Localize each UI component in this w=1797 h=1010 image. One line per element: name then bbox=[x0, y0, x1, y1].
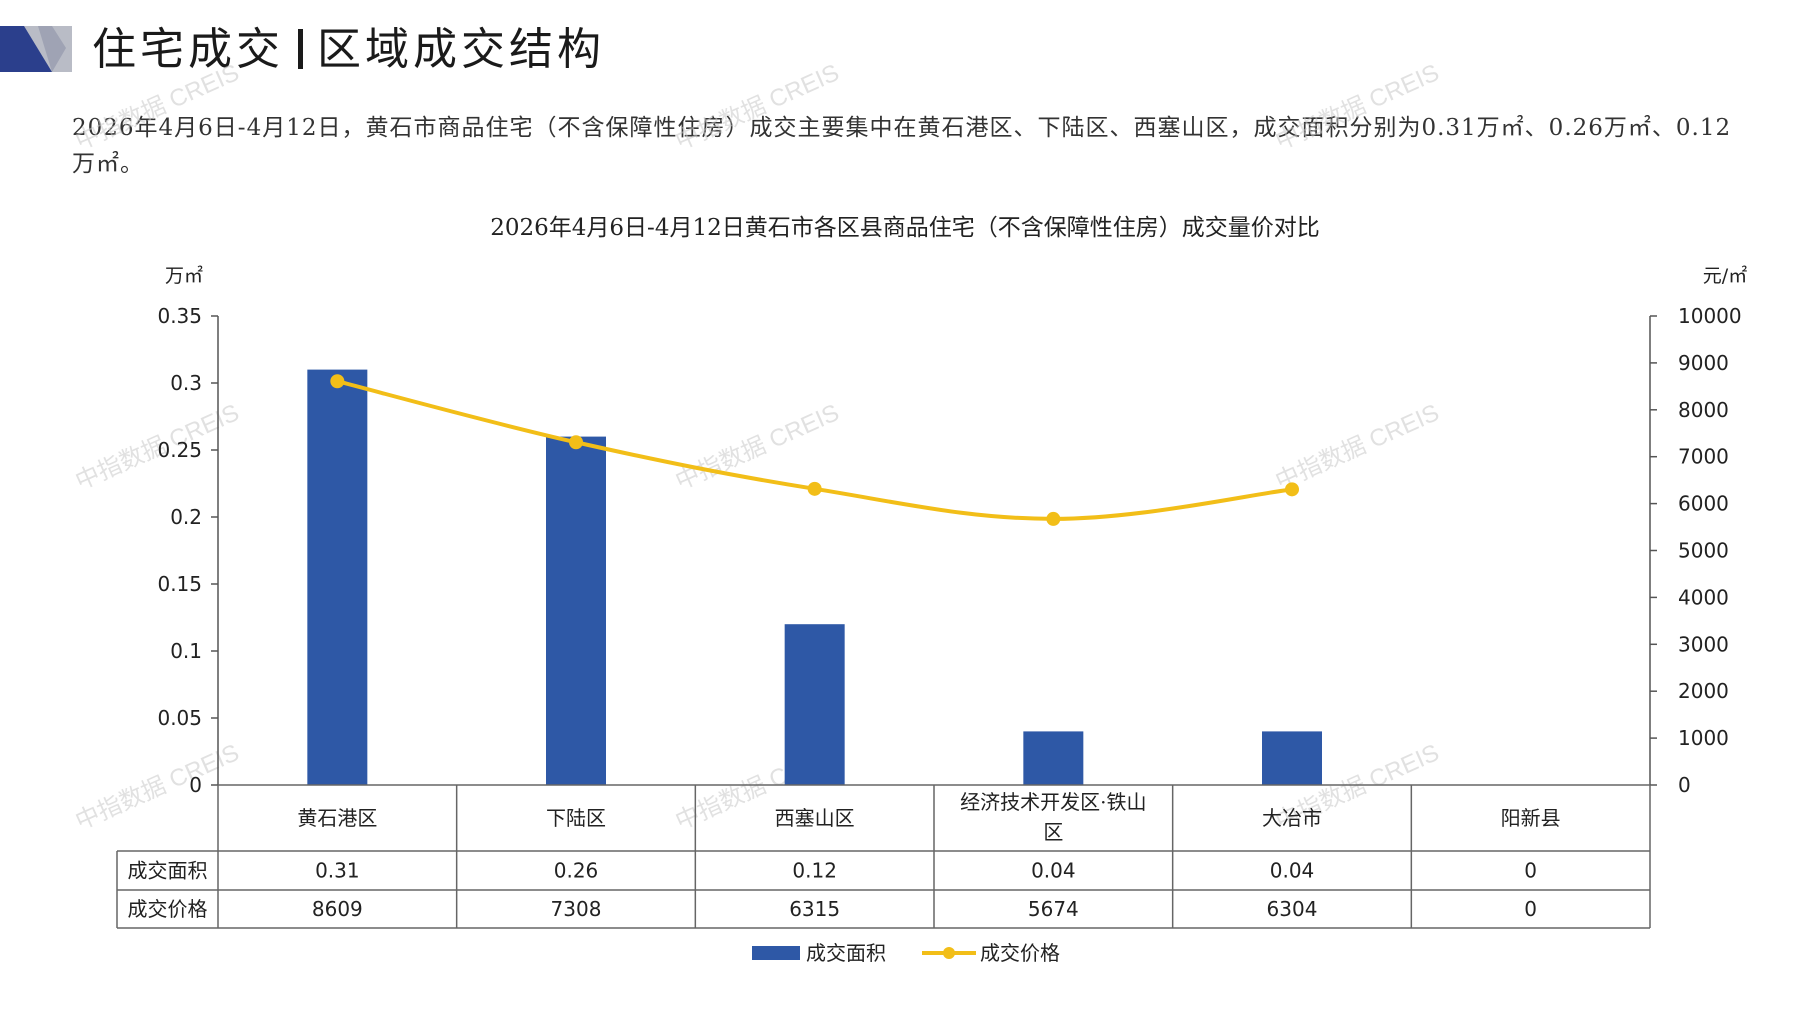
table-cell: 6315 bbox=[789, 897, 840, 921]
title-separator bbox=[298, 29, 303, 69]
right-tick-label: 8000 bbox=[1678, 398, 1729, 422]
right-tick-label: 7000 bbox=[1678, 445, 1729, 469]
right-tick-label: 3000 bbox=[1678, 632, 1729, 656]
page-title-right: 区域成交结构 bbox=[317, 24, 605, 75]
right-tick-label: 9000 bbox=[1678, 351, 1729, 375]
category-label: 黄石港区 bbox=[297, 806, 377, 830]
table-cell: 0.31 bbox=[315, 859, 360, 883]
left-tick-label: 0.1 bbox=[170, 639, 202, 663]
bar bbox=[1262, 731, 1322, 785]
table-cell: 5674 bbox=[1028, 897, 1079, 921]
bar bbox=[1023, 731, 1084, 785]
table-row-label: 成交面积 bbox=[128, 859, 208, 883]
legend: 成交面积 成交价格 bbox=[752, 941, 1060, 965]
table-cell: 0.04 bbox=[1031, 859, 1076, 883]
category-label: 经济技术开发区·铁山区 bbox=[960, 790, 1146, 844]
legend-line-marker bbox=[943, 947, 955, 959]
watermark: 中指数据 CREIS bbox=[71, 59, 243, 155]
header-decoration bbox=[0, 26, 72, 72]
price-point bbox=[569, 435, 583, 450]
bar bbox=[307, 369, 368, 785]
left-tick-label: 0.3 bbox=[170, 371, 202, 395]
table-cell: 8609 bbox=[312, 897, 363, 921]
right-tick-label: 10000 bbox=[1678, 304, 1742, 328]
left-tick-label: 0.05 bbox=[157, 706, 202, 730]
right-axis: 0 1000 2000 3000 4000 5000 6000 7000 8000 9000 100… bbox=[1649, 304, 1742, 797]
page-title-left: 住宅成交 bbox=[92, 24, 284, 75]
price-point bbox=[807, 481, 822, 496]
table-cell: 0.12 bbox=[792, 859, 837, 883]
price-point bbox=[1285, 482, 1299, 497]
left-tick-label: 0.2 bbox=[170, 505, 202, 529]
watermark: 中指数据 CREIS bbox=[671, 59, 843, 155]
price-point bbox=[330, 374, 345, 389]
right-tick-label: 0 bbox=[1678, 773, 1691, 797]
category-label: 下陆区 bbox=[546, 806, 606, 830]
right-tick-label: 1000 bbox=[1678, 726, 1729, 750]
table-cell: 0 bbox=[1524, 897, 1537, 921]
left-axis: 0 0.05 0.1 0.15 0.2 0.25 0.3 0.35 bbox=[157, 304, 219, 797]
category-label: 西塞山区 bbox=[775, 806, 855, 830]
legend-bar-swatch bbox=[752, 946, 800, 960]
chart-title: 2026年4月6日-4月12日黄石市各区县商品住宅（不含保障性住房）成交量价对比 bbox=[490, 215, 1319, 241]
price-line bbox=[336, 379, 1293, 521]
left-axis-unit: 万㎡ bbox=[165, 264, 203, 287]
table-cell: 0.26 bbox=[554, 859, 599, 883]
left-tick-label: 0 bbox=[189, 773, 202, 797]
watermark: 中指数据 CREIS bbox=[1271, 399, 1443, 495]
right-tick-label: 2000 bbox=[1678, 679, 1729, 703]
right-tick-label: 6000 bbox=[1678, 492, 1729, 516]
line-series bbox=[330, 374, 1299, 526]
right-axis-unit: 元/㎡ bbox=[1703, 264, 1747, 287]
legend-bar-label: 成交面积 bbox=[806, 941, 886, 965]
table-cell: 6304 bbox=[1267, 897, 1318, 921]
left-tick-label: 0.15 bbox=[157, 572, 202, 596]
table-row-label: 成交价格 bbox=[128, 897, 208, 921]
bar-series bbox=[307, 369, 1322, 785]
page-title: 住宅成交 区域成交结构 bbox=[92, 18, 605, 82]
right-tick-label: 5000 bbox=[1678, 539, 1729, 563]
bar bbox=[784, 624, 845, 785]
category-label: 大冶市 bbox=[1262, 806, 1322, 830]
price-point bbox=[1046, 511, 1061, 526]
right-tick-label: 4000 bbox=[1678, 585, 1729, 609]
category-label: 阳新县 bbox=[1501, 806, 1561, 830]
table-cell: 0 bbox=[1524, 859, 1537, 883]
table-cell: 7308 bbox=[551, 897, 602, 921]
watermark-layer: 中指数据 CREIS 中指数据 CREIS 中指数据 CREIS 中指数据 CREIS… bbox=[71, 59, 1443, 835]
watermark: 中指数据 CREIS bbox=[1271, 59, 1443, 155]
legend-line-label: 成交价格 bbox=[980, 941, 1060, 965]
bar bbox=[546, 436, 606, 785]
table-cell: 0.04 bbox=[1270, 859, 1315, 883]
left-tick-label: 0.35 bbox=[157, 304, 202, 328]
left-tick-label: 0.25 bbox=[157, 438, 202, 462]
summary-text: 2026年4月6日-4月12日，黄石市商品住宅（不含保障性住房）成交主要集中在黄… bbox=[72, 115, 1732, 177]
